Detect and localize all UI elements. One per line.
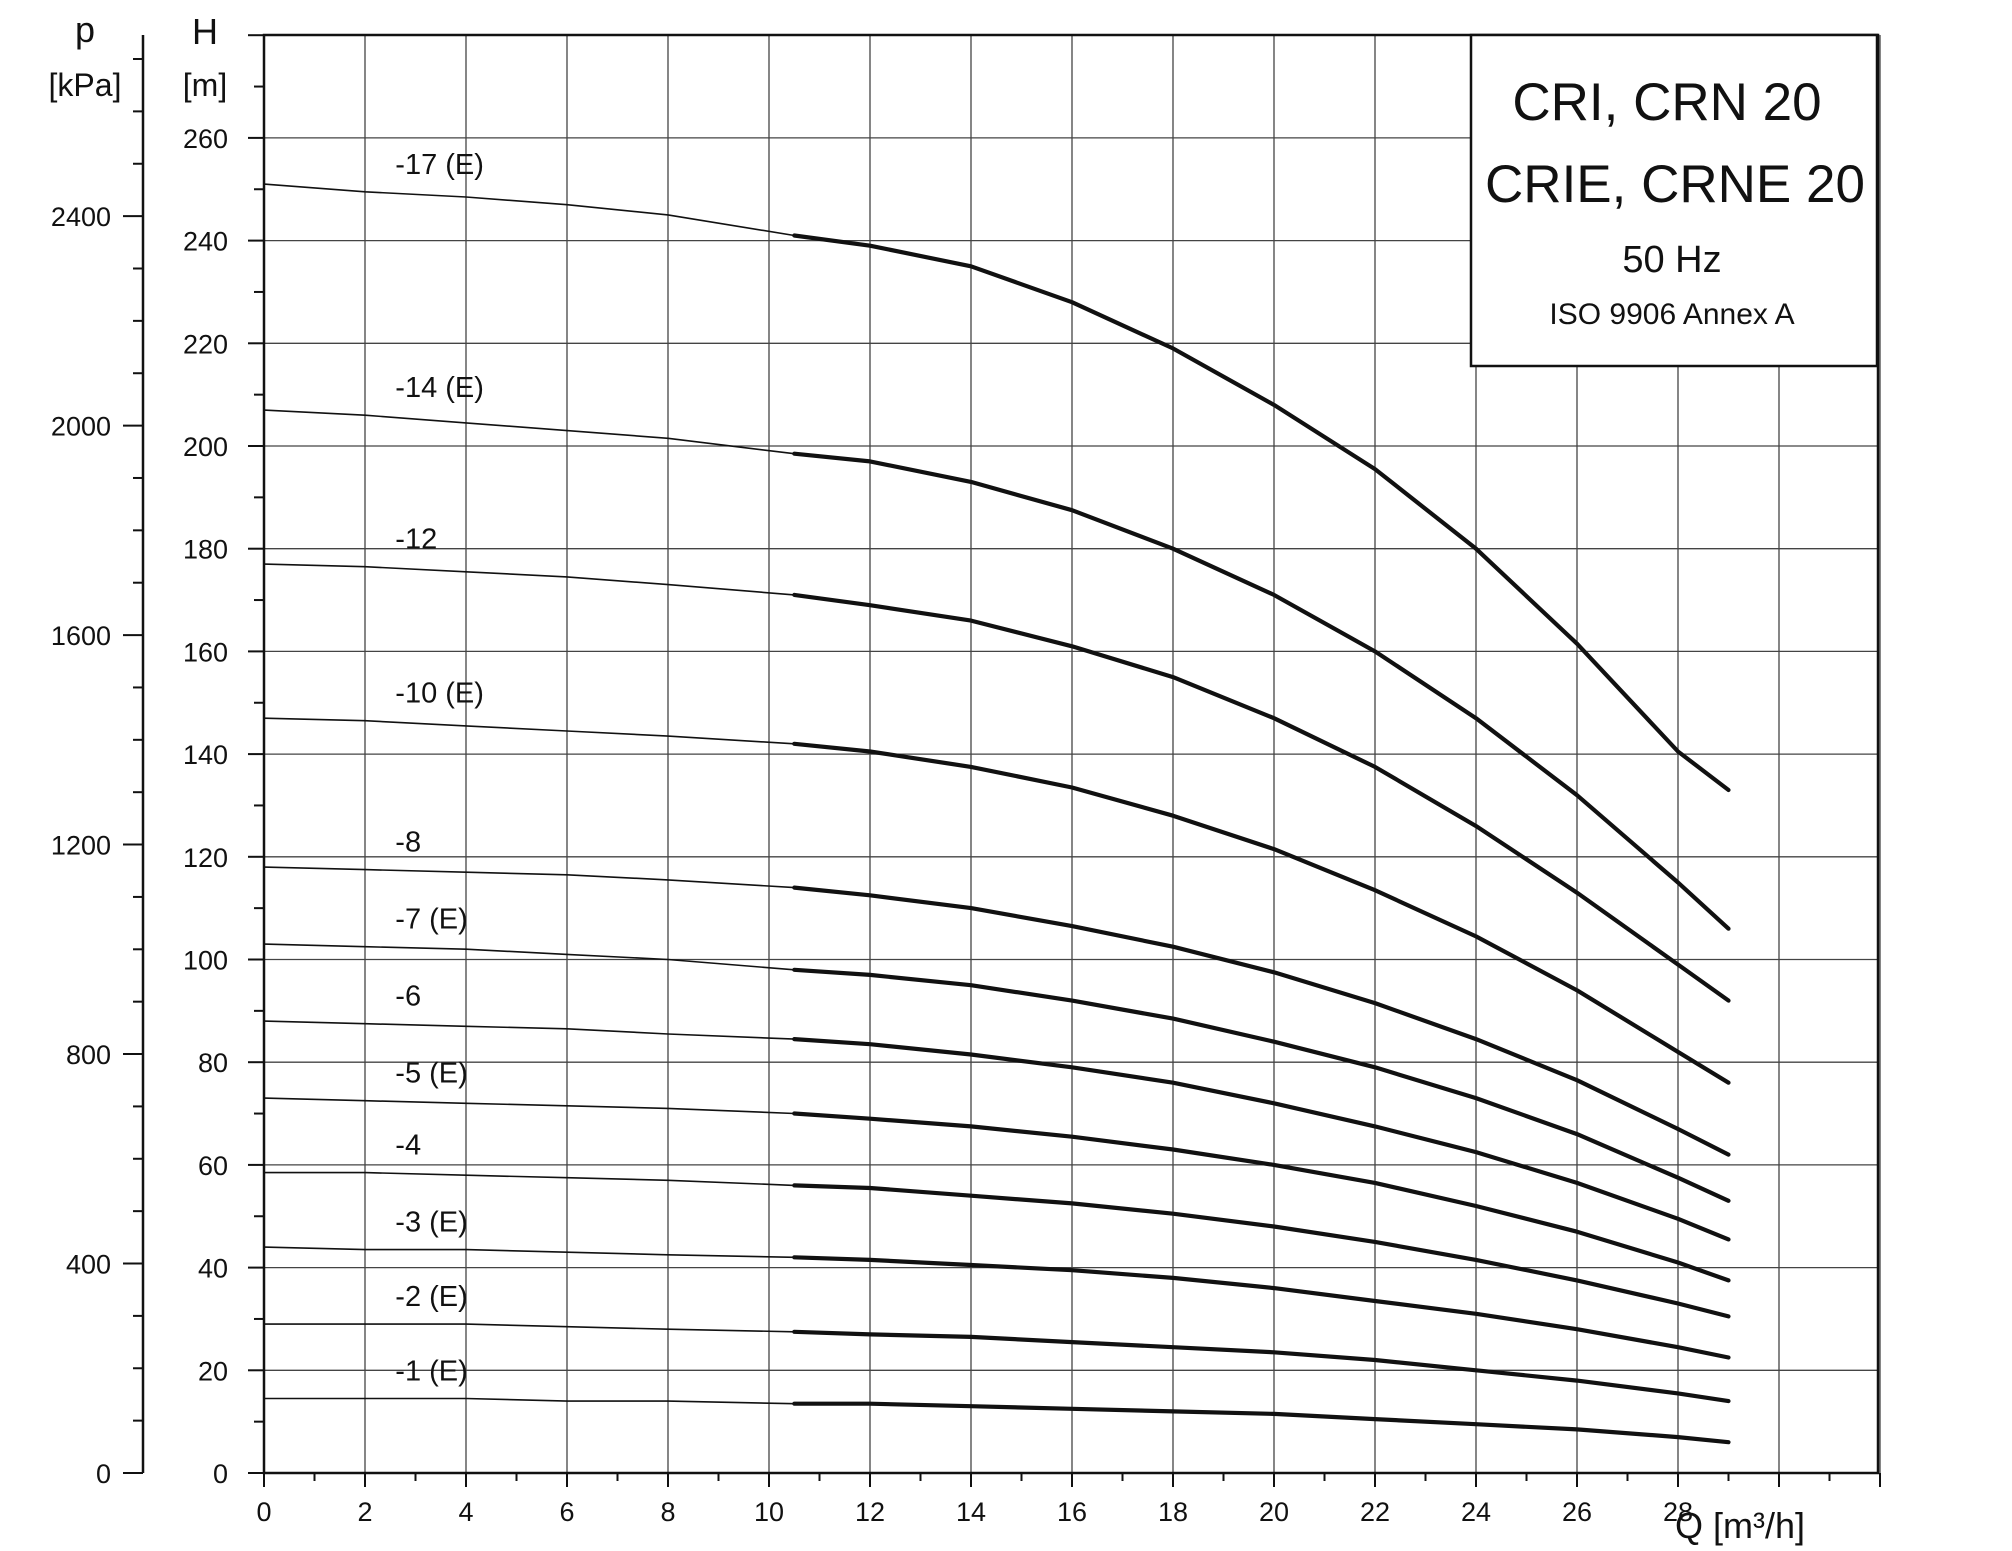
curve-thin-segment — [263, 1097, 795, 1115]
y-tick-label: 60 — [198, 1151, 228, 1181]
curve-label: -10 (E) — [395, 678, 484, 710]
curve-thin-segment — [264, 1171, 795, 1187]
x-tick-label: 2 — [357, 1497, 372, 1527]
curve-thick-segment — [792, 451, 1731, 931]
curve-thick-segment — [792, 1183, 1731, 1319]
curve-label: -14 (E) — [395, 372, 484, 404]
x-tick-label: 6 — [559, 1497, 574, 1527]
curve-thin-segment — [264, 1397, 795, 1405]
curve-thin-segment — [263, 717, 795, 745]
x-tick-label: 10 — [754, 1497, 784, 1527]
y-tick-label: 220 — [183, 329, 228, 359]
x-tick-label: 0 — [256, 1497, 271, 1527]
p-tick-label: 2000 — [51, 412, 111, 442]
y-tick-label: 100 — [183, 946, 228, 976]
y-tick-label: 120 — [183, 843, 228, 873]
y-tick-label: 260 — [183, 124, 228, 154]
y-tick-label: 180 — [183, 535, 228, 565]
x-tick-label: 14 — [956, 1497, 986, 1527]
p-tick-label: 400 — [66, 1250, 111, 1280]
y-tick-label: 40 — [198, 1254, 228, 1284]
p-tick-label: 1600 — [51, 621, 111, 651]
curve-label: -3 (E) — [395, 1207, 468, 1239]
y-tick-label: 20 — [198, 1356, 228, 1386]
curve-thick-segment — [792, 592, 1731, 1003]
curve-label: -2 (E) — [395, 1281, 468, 1313]
p-tick-label: 800 — [66, 1040, 111, 1070]
curve-thick-segment — [792, 741, 1731, 1085]
curve-label: -4 — [395, 1130, 421, 1162]
curve-thin-segment — [263, 409, 795, 455]
x-tick-label: 12 — [855, 1497, 885, 1527]
curve-label: -17 (E) — [395, 149, 484, 181]
curve-label: -8 — [395, 827, 421, 859]
p-axis-unit: [kPa] — [49, 67, 122, 103]
curve-thin-segment — [264, 1323, 795, 1333]
y-tick-label: 80 — [198, 1048, 228, 1078]
y-tick-label: 160 — [183, 637, 228, 667]
y-axis-unit: [m] — [183, 67, 227, 103]
x-tick-label: 16 — [1057, 1497, 1087, 1527]
y-tick-label: 0 — [213, 1459, 228, 1489]
curve-thick-segment — [792, 1037, 1731, 1242]
curve-thick-segment — [792, 1255, 1731, 1360]
curve-label: -5 (E) — [395, 1058, 468, 1090]
x-axis-title: Q [m³/h] — [1675, 1505, 1805, 1546]
legend-box-frame — [1469, 33, 1879, 368]
chart-labels: 0 2 4 6 8 10 12 14 16 18 20 22 24 26 28020406080100120… — [51, 124, 1693, 1527]
legend-standard: ISO 9906 Annex A — [1549, 298, 1794, 331]
p-axis-title: p — [75, 9, 95, 50]
curve-thick-segment — [792, 1329, 1731, 1404]
curve-thin-segment — [263, 1246, 795, 1259]
curve-thin-segment — [263, 563, 795, 596]
curve-thick-segment — [792, 885, 1731, 1157]
curve-thick-segment — [792, 967, 1731, 1203]
legend-frequency: 50 Hz — [1622, 239, 1721, 281]
curve-thick-segment — [792, 1111, 1731, 1283]
curve-thin-segment — [263, 943, 795, 971]
x-tick-label: 18 — [1158, 1497, 1188, 1527]
y-tick-label: 140 — [183, 740, 228, 770]
x-tick-label: 26 — [1562, 1497, 1592, 1527]
curve-thin-segment — [263, 183, 795, 237]
legend-title: CRI, CRN 20 — [1512, 73, 1821, 132]
chart-curves — [263, 183, 1731, 1445]
y-tick-label: 200 — [183, 432, 228, 462]
curve-label: -12 — [395, 524, 437, 556]
x-tick-label: 4 — [458, 1497, 473, 1527]
curve-thin-segment — [263, 1020, 795, 1040]
y-axis-title: H — [192, 11, 218, 52]
x-tick-label: 22 — [1360, 1497, 1390, 1527]
chart-axes — [123, 34, 1881, 1487]
curve-label: -1 (E) — [395, 1356, 468, 1388]
curve-thin-segment — [263, 866, 795, 889]
legend-subtitle: CRIE, CRNE 20 — [1485, 155, 1865, 214]
curve-thick-segment — [792, 233, 1731, 793]
x-tick-label: 8 — [660, 1497, 675, 1527]
curve-label: -6 — [395, 981, 421, 1013]
p-tick-label: 0 — [96, 1459, 111, 1489]
p-tick-label: 1200 — [51, 831, 111, 861]
p-tick-label: 2400 — [51, 202, 111, 232]
y-tick-label: 240 — [183, 227, 228, 257]
curve-thick-segment — [792, 1401, 1731, 1445]
curve-label: -7 (E) — [395, 904, 468, 936]
x-tick-label: 20 — [1259, 1497, 1289, 1527]
x-tick-label: 24 — [1461, 1497, 1491, 1527]
legend-box: CRI, CRN 20 CRIE, CRNE 20 50 Hz ISO 9906… — [1469, 33, 1879, 368]
x-tick-label: 28 — [1663, 1497, 1693, 1527]
